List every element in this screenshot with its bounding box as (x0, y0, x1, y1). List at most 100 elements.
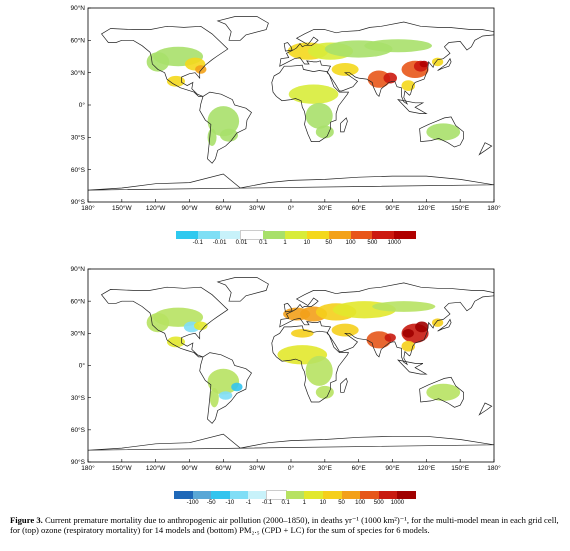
colorbar-tick-label: 1000 (390, 500, 405, 506)
mortality-patch (383, 72, 398, 84)
coastline-australia (419, 116, 464, 148)
lon-label: 90°W (182, 464, 199, 472)
ozone-colorbar: -0.1 -0.01 0.01 0.1 1 10 50 100 500 1000 (176, 230, 417, 249)
map-background (88, 8, 494, 202)
colorbar-swatch (285, 231, 308, 239)
colorbar-tick-label: 0.01 (235, 240, 248, 246)
coastline-greenland (216, 16, 269, 41)
mortality-patch (195, 65, 207, 74)
caption-text: Current premature mortality due to anthr… (10, 515, 559, 536)
coastline-indonesia (397, 359, 428, 375)
coastline-madagascar (340, 117, 348, 133)
lat-label: 30°S (71, 134, 86, 142)
coastline-antarctica (88, 173, 494, 191)
coastline-australia (419, 376, 464, 408)
mortality-patch (146, 312, 170, 333)
colorbar-tick-label: 1 (302, 500, 306, 506)
lon-label: 150°E (451, 204, 469, 212)
lon-label: 60°E (352, 204, 367, 212)
mortality-patch (207, 106, 240, 137)
lat-label: 60°S (71, 166, 86, 174)
mortality-patch (305, 102, 333, 129)
mortality-patch (384, 333, 396, 342)
colorbar-swatch (341, 491, 361, 499)
mortality-patch (207, 368, 240, 395)
colorbar-swatch (350, 231, 373, 239)
lon-label: 120°E (417, 464, 435, 472)
colorbar-swatch (328, 231, 352, 239)
colorbar-tick-label: 500 (367, 240, 378, 246)
colorbar-swatch (174, 491, 194, 499)
colorbar-tick-label: -100 (186, 500, 199, 506)
lon-label: 180° (81, 464, 95, 472)
mortality-patch (288, 84, 339, 104)
colorbar-swatch (306, 231, 330, 239)
colorbar-tick-label: -0.1 (261, 500, 273, 506)
colorbar-tick-label: 100 (355, 500, 366, 506)
lon-label: 150°W (112, 204, 132, 212)
coastline-africa (271, 64, 350, 142)
colorbar-swatch (304, 491, 324, 499)
mortality-patch (166, 336, 185, 348)
coastline-southAmerica (199, 91, 252, 164)
mortality-patch (402, 329, 414, 338)
colorbar-swatch (322, 491, 343, 499)
colorbar-tick-label: -10 (225, 500, 235, 506)
coastline-europe (279, 282, 494, 366)
lon-label: 60°W (215, 204, 232, 212)
colorbar-swatch (360, 491, 380, 499)
lon-label: 60°E (352, 464, 367, 472)
mortality-patch (401, 80, 416, 91)
mortality-patch (401, 340, 416, 352)
lat-label: 30°N (70, 330, 85, 338)
lat-label: 30°S (71, 394, 86, 402)
lon-label: 150°E (451, 464, 469, 472)
lon-label: 180° (81, 204, 95, 212)
mortality-patch (426, 123, 461, 141)
colorbar-tick-label: 10 (303, 240, 311, 246)
coastlines (88, 16, 494, 191)
coastline-japan (437, 57, 452, 71)
mortality-patch (367, 70, 391, 88)
lon-label: 90°E (385, 464, 400, 472)
lon-label: 90°E (385, 204, 400, 212)
lon-label: 30°W (249, 204, 266, 212)
colorbar-swatch (285, 491, 305, 499)
mortality-patch (315, 385, 334, 399)
lon-label: 30°E (318, 204, 333, 212)
lon-label: 120°W (146, 464, 166, 472)
colorbar-tick-label: 10 (319, 500, 327, 506)
mortality-patch (431, 318, 444, 327)
pm25-map-panel: 90°N 60°N 30°N 0° 30°S 60°S 90°S 180° 150°W 120°W… (0, 262, 570, 507)
lon-label: 30°W (249, 464, 266, 472)
colorbar-swatch (197, 231, 221, 239)
colorbar-swatch (372, 231, 395, 239)
coastline-europe (279, 21, 494, 105)
mortality-patch (231, 382, 243, 392)
lon-label: 180° (487, 464, 501, 472)
lat-label: 90°N (70, 265, 85, 273)
coastline-antarctica (88, 433, 494, 451)
caption-label: Figure 3. (10, 515, 43, 525)
coastline-southAmerica (199, 352, 252, 424)
colorbar-swatch (394, 231, 417, 239)
mortality-patch (372, 301, 436, 312)
mortality-patch (146, 52, 170, 72)
mortality-field (146, 301, 461, 408)
lat-label: 60°N (70, 37, 85, 45)
colorbar-swatch (192, 491, 212, 499)
lon-label: 120°E (417, 204, 435, 212)
coastline-uk (283, 302, 293, 313)
mortality-patch (194, 321, 208, 331)
colorbar-tick-label: -0.1 (192, 240, 203, 246)
mortality-patch (331, 323, 359, 337)
lat-label: 90°N (70, 4, 85, 12)
coastline-northAmerica (100, 286, 229, 358)
lon-label: 120°W (146, 204, 166, 212)
mortality-patch (415, 321, 429, 333)
colorbar-tick-label: 0.1 (281, 500, 290, 506)
mortality-patch (331, 62, 359, 76)
lat-label: 0° (79, 101, 86, 109)
